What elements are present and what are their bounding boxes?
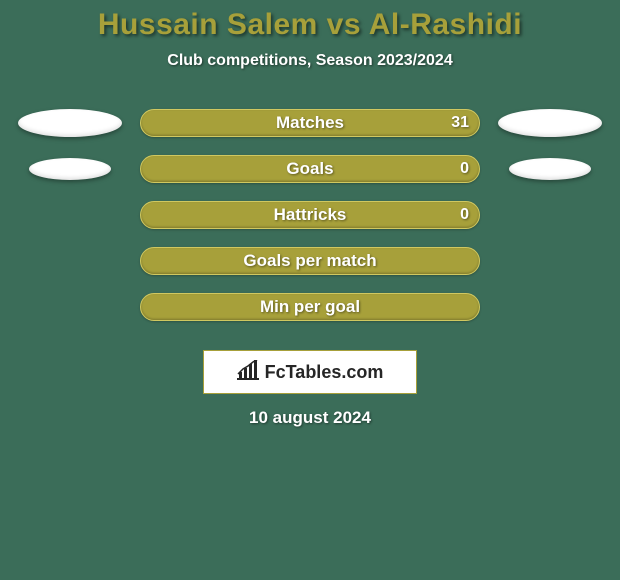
right-oval-slot — [498, 158, 602, 180]
stat-bar: Goals0 — [140, 155, 480, 183]
stat-label: Min per goal — [141, 297, 479, 317]
stat-row: Matches31 — [0, 100, 620, 146]
stat-row: Hattricks0 — [0, 192, 620, 238]
stat-label: Hattricks — [141, 205, 479, 225]
stat-row: Goals per match — [0, 238, 620, 284]
stat-label: Matches — [141, 113, 479, 133]
right-oval — [498, 109, 602, 137]
stat-label: Goals — [141, 159, 479, 179]
logo: FcTables.com — [237, 360, 384, 385]
stat-value: 0 — [460, 206, 469, 224]
stat-label: Goals per match — [141, 251, 479, 271]
stat-bar: Matches31 — [140, 109, 480, 137]
stat-rows: Matches31Goals0Hattricks0Goals per match… — [0, 100, 620, 330]
stat-row: Min per goal — [0, 284, 620, 330]
subtitle: Club competitions, Season 2023/2024 — [0, 52, 620, 70]
left-oval-slot — [18, 109, 122, 137]
right-oval-slot — [498, 109, 602, 137]
stat-value: 31 — [451, 114, 469, 132]
page-title: Hussain Salem vs Al-Rashidi — [0, 0, 620, 42]
stat-bar: Min per goal — [140, 293, 480, 321]
right-oval — [509, 158, 591, 180]
stat-bar: Goals per match — [140, 247, 480, 275]
left-oval — [18, 109, 122, 137]
date-text: 10 august 2024 — [0, 408, 620, 428]
left-oval-slot — [18, 158, 122, 180]
stat-value: 0 — [460, 160, 469, 178]
logo-text: FcTables.com — [265, 362, 384, 383]
logo-box: FcTables.com — [203, 350, 417, 394]
bar-chart-icon — [237, 360, 259, 385]
stat-bar: Hattricks0 — [140, 201, 480, 229]
left-oval — [29, 158, 111, 180]
stat-row: Goals0 — [0, 146, 620, 192]
